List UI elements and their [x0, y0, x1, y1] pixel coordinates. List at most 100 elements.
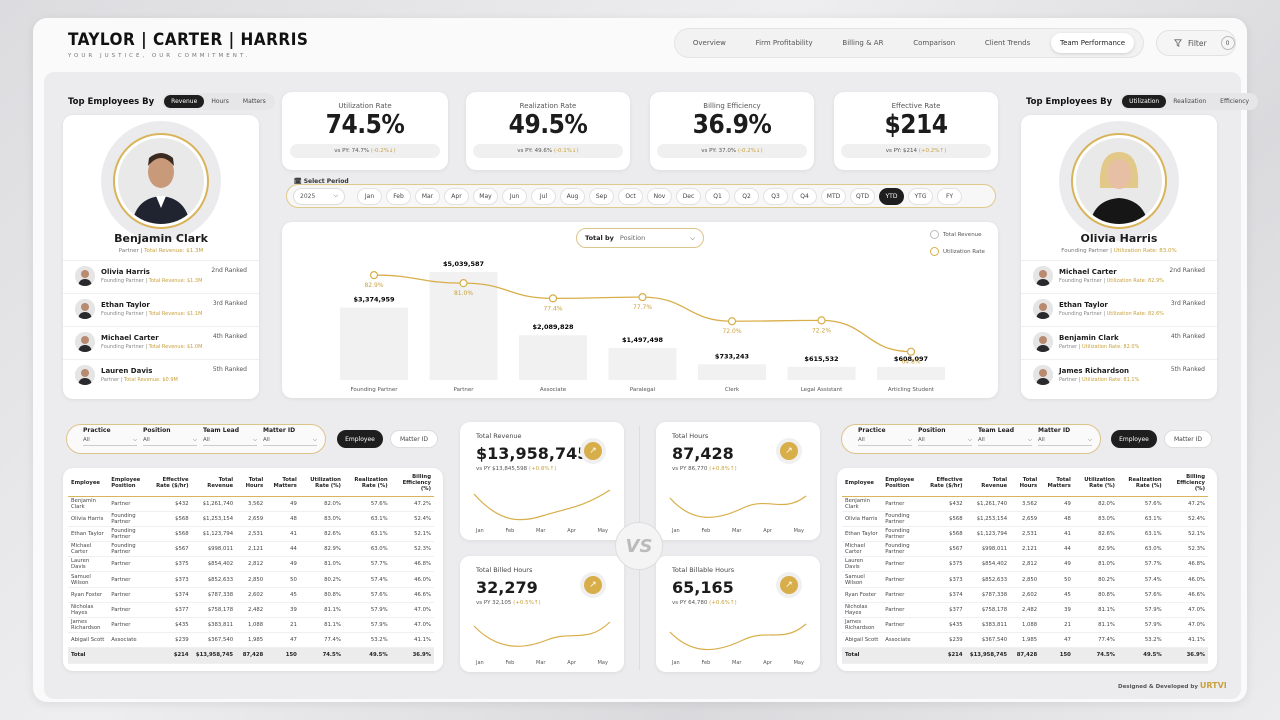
period-jul[interactable]: Jul [531, 187, 556, 205]
left-employee-button[interactable]: Employee [337, 430, 383, 448]
utilization-point[interactable] [459, 279, 468, 288]
table-row[interactable]: Abigail Scott Associate $239 $367,540 1,985 4… [68, 632, 434, 649]
rank-row-4[interactable]: Michael Carter Founding Partner | Total R… [63, 326, 259, 356]
period-q4[interactable]: Q4 [792, 187, 817, 205]
period-sep[interactable]: Sep [589, 187, 614, 205]
right-rank-row-4[interactable]: Benjamin Clark Partner | Utilization Rate… [1021, 326, 1217, 356]
filter-team-lead[interactable]: Team Lead All ⌵ [978, 427, 1032, 446]
col-header[interactable]: Billing Efficiency (%) [390, 470, 434, 497]
arrow-up-right-icon[interactable]: ↗ [776, 572, 802, 598]
bar-6[interactable] [877, 366, 945, 380]
period-mar[interactable]: Mar [415, 187, 440, 205]
utilization-point[interactable] [906, 347, 916, 356]
tab-team-performance[interactable]: Team Performance [1051, 33, 1135, 53]
period-qtd[interactable]: QTD [850, 187, 875, 205]
bar-5[interactable] [787, 366, 856, 380]
period-q1[interactable]: Q1 [705, 187, 730, 205]
rank-row-3[interactable]: Ethan Taylor Founding Partner | Total Rev… [63, 293, 259, 323]
tab-firm-profitability[interactable]: Firm Profitability [755, 39, 813, 47]
filter-button[interactable]: Filter 0 [1156, 30, 1236, 56]
col-header[interactable]: Realization Rate (%) [1117, 470, 1165, 497]
col-header[interactable]: Employee Position [882, 470, 925, 497]
right-employee-button[interactable]: Employee [1111, 430, 1157, 448]
col-header[interactable]: Total Hours [1010, 470, 1041, 497]
total-by-dropdown[interactable]: Total by Position ⌵ [576, 228, 704, 248]
period-feb[interactable]: Feb [386, 187, 411, 205]
table-row[interactable]: Abigail Scott Associate $239 $367,540 1,985 4… [842, 632, 1208, 649]
left-tab-revenue[interactable]: Revenue [164, 95, 205, 108]
year-dropdown[interactable]: 2025 ⌵ [293, 187, 345, 205]
period-oct[interactable]: Oct [618, 187, 643, 205]
col-header[interactable]: Employee [68, 470, 109, 497]
arrow-up-right-icon[interactable]: ↗ [776, 438, 802, 464]
rank-row-5[interactable]: Lauren Davis Partner | Total Revenue: $0.… [63, 359, 259, 389]
period-apr[interactable]: Apr [444, 187, 469, 205]
table-row[interactable]: Lauren Davis Partner $375 $854,402 2,812 49 81… [68, 556, 434, 573]
period-mtd[interactable]: MTD [821, 187, 846, 205]
arrow-up-right-icon[interactable]: ↗ [580, 572, 606, 598]
utilization-point[interactable] [638, 293, 647, 302]
filter-practice[interactable]: Practice All ⌵ [83, 427, 137, 446]
bar-3[interactable] [608, 347, 677, 380]
table-row[interactable]: Ryan Foster Partner $374 $787,338 2,602 45 80.… [68, 587, 434, 603]
left-tab-matters[interactable]: Matters [242, 98, 266, 105]
right-matter-id-button[interactable]: Matter ID [1164, 430, 1212, 448]
col-header[interactable]: Effective Rate ($/hr) [150, 470, 192, 497]
period-may[interactable]: May [473, 187, 498, 205]
right-rank-row-2[interactable]: Michael Carter Founding Partner | Utiliza… [1021, 260, 1217, 290]
period-jun[interactable]: Jun [502, 187, 527, 205]
col-header[interactable]: Billing Efficiency (%) [1164, 470, 1208, 497]
filter-matter-id[interactable]: Matter ID All ⌵ [1038, 427, 1092, 446]
period-nov[interactable]: Nov [647, 187, 672, 205]
left-tab-hours[interactable]: Hours [211, 98, 229, 105]
col-header[interactable]: Effective Rate ($/hr) [924, 470, 966, 497]
col-header[interactable]: Total Hours [236, 470, 267, 497]
legend-total-revenue[interactable]: Total Revenue [930, 230, 982, 239]
col-header[interactable]: Total Revenue [191, 470, 237, 497]
table-row[interactable]: Olivia Harris Founding Partner $568 $1,253,… [842, 511, 1208, 527]
col-header[interactable]: Utilization Rate (%) [1073, 470, 1118, 497]
period-jan[interactable]: Jan [357, 187, 382, 205]
table-row[interactable]: Lauren Davis Partner $375 $854,402 2,812 49 81… [842, 556, 1208, 573]
table-row[interactable]: Michael Carter Founding Partner $567 $998,0… [68, 541, 434, 558]
col-header[interactable]: Total Matters [1040, 470, 1074, 497]
arrow-up-right-icon[interactable]: ↗ [580, 438, 606, 464]
table-row[interactable]: Olivia Harris Founding Partner $568 $1,253,… [68, 511, 434, 527]
tab-billing-ar[interactable]: Billing & AR [842, 39, 884, 47]
utilization-point[interactable] [548, 294, 558, 303]
filter-matter-id[interactable]: Matter ID All ⌵ [263, 427, 317, 446]
bar-1[interactable] [429, 272, 498, 380]
tab-overview[interactable]: Overview [692, 39, 726, 47]
right-rank-row-5[interactable]: James Richardson Partner | Utilization Ra… [1021, 359, 1217, 389]
filter-team-lead[interactable]: Team Lead All ⌵ [203, 427, 257, 446]
col-header[interactable]: Realization Rate (%) [343, 470, 391, 497]
right-tab-utilization[interactable]: Utilization [1122, 95, 1167, 108]
bar-4[interactable] [698, 364, 766, 380]
table-row[interactable]: Benjamin Clark Partner $432 $1,261,740 3,562… [842, 496, 1208, 512]
period-ytd[interactable]: YTD [879, 187, 904, 205]
right-tab-efficiency[interactable]: Efficiency [1220, 98, 1250, 105]
table-row[interactable]: Samuel Wilson Partner $373 $852,633 2,850 50 8… [842, 571, 1208, 588]
left-matter-id-button[interactable]: Matter ID [390, 430, 438, 448]
table-row[interactable]: Nicholas Hayes Partner $377 $758,178 2,482 39… [842, 602, 1208, 619]
col-header[interactable]: Employee [842, 470, 883, 497]
period-q2[interactable]: Q2 [734, 187, 759, 205]
table-row[interactable]: James Richardson Partner $435 $383,811 1,088… [68, 617, 434, 634]
right-tab-realization[interactable]: Realization [1173, 98, 1207, 105]
period-q3[interactable]: Q3 [763, 187, 788, 205]
period-aug[interactable]: Aug [560, 187, 585, 205]
table-row[interactable]: Ryan Foster Partner $374 $787,338 2,602 45 80.… [842, 587, 1208, 603]
filter-position[interactable]: Position All ⌵ [918, 427, 972, 446]
bar-0[interactable] [340, 307, 408, 380]
right-rank-row-3[interactable]: Ethan Taylor Founding Partner | Utilizati… [1021, 293, 1217, 323]
utilization-point[interactable] [817, 316, 826, 325]
table-row[interactable]: Ethan Taylor Founding Partner $568 $1,123,7… [68, 526, 434, 543]
col-header[interactable]: Total Revenue [965, 470, 1011, 497]
period-dec[interactable]: Dec [676, 187, 701, 205]
table-row[interactable]: Michael Carter Founding Partner $567 $998,0… [842, 541, 1208, 558]
table-row[interactable]: James Richardson Partner $435 $383,811 1,088… [842, 617, 1208, 634]
utilization-point[interactable] [727, 317, 737, 326]
tab-comparison[interactable]: Comparison [913, 39, 956, 47]
legend-utilization-rate[interactable]: Utilization Rate [930, 247, 985, 256]
utilization-point[interactable] [369, 271, 379, 280]
